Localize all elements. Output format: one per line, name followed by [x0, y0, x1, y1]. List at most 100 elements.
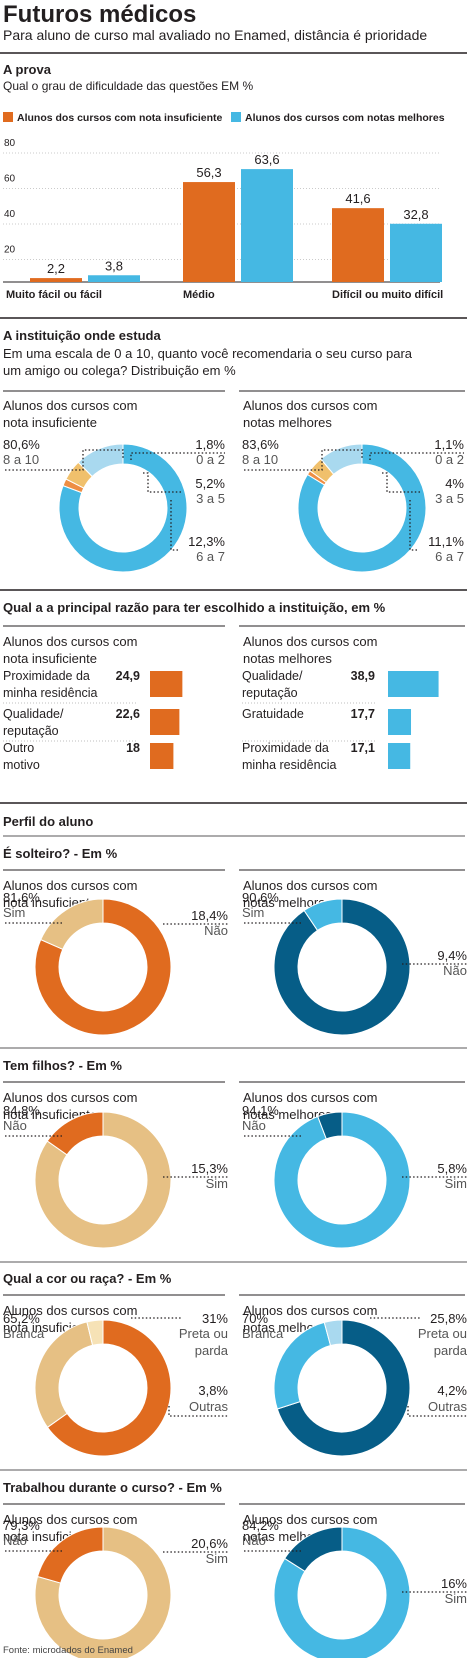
reason-bar — [150, 671, 183, 697]
slice-value: 1,8% — [195, 437, 225, 452]
instituicao-question-line1: Em uma escala de 0 a 10, quanto você rec… — [3, 346, 413, 361]
slice-category: parda — [434, 1343, 467, 1358]
slice-category: Sim — [445, 1176, 467, 1191]
legend-swatch-melhor — [231, 112, 241, 122]
slice-value: 4% — [445, 476, 464, 491]
profile-donut-slice-1 — [34, 1526, 172, 1658]
profile-insuf-group-line1: Alunos dos cursos com — [3, 1090, 137, 1105]
slice-category: 3 a 5 — [435, 491, 464, 506]
leader-line — [168, 1406, 228, 1417]
profile-donut-slice-1 — [273, 1111, 411, 1249]
recommend-donut-slice-1 — [58, 443, 188, 573]
profile-insuf-group-line1: Alunos dos cursos com — [3, 1303, 137, 1318]
race-donut-slice-1 — [46, 1319, 172, 1457]
slice-category: Sim — [3, 905, 25, 920]
slice-value: 84,8% — [3, 1103, 40, 1118]
prova-heading: A prova — [3, 62, 52, 77]
instituicao-insuf-group-line2: nota insuficiente — [3, 415, 97, 430]
slice-value: 65,2% — [3, 1311, 40, 1326]
slice-category: Branca — [3, 1326, 45, 1341]
page-subtitle: Para aluno de curso mal avaliado no Enam… — [3, 27, 427, 43]
race-donut-slice-3 — [86, 1319, 104, 1346]
reason-bar — [388, 709, 412, 735]
slice-value: 4,2% — [437, 1383, 467, 1398]
profile-donut-slice-2 — [40, 898, 104, 950]
bar-insuf — [183, 182, 235, 282]
reason-bar — [150, 709, 180, 735]
bar-value-label: 56,3 — [196, 165, 221, 180]
slice-value: 80,6% — [3, 437, 40, 452]
slice-category: Preta ou — [179, 1326, 228, 1341]
slice-category: 6 a 7 — [435, 549, 464, 564]
razao-heading: Qual a a principal razão para ter escolh… — [3, 600, 386, 615]
legend-label-melhor: Alunos dos cursos com notas melhores — [245, 112, 445, 124]
slice-category: Não — [3, 1533, 27, 1548]
leader-line — [382, 472, 422, 493]
leader-line — [143, 472, 183, 493]
y-tick-label: 60 — [4, 174, 16, 185]
reason-value-label: 17,7 — [351, 707, 375, 721]
bar-melhor — [390, 223, 442, 282]
instituicao-melhor-group-line2: notas melhores — [243, 415, 332, 430]
slice-value: 70% — [242, 1311, 268, 1326]
profile-melhor-group-line1: Alunos dos cursos com — [243, 878, 377, 893]
reason-category-label: Qualidade/ — [3, 707, 64, 721]
reason-category-label: Gratuidade — [242, 707, 304, 721]
slice-value: 81,6% — [3, 890, 40, 905]
bar-value-label: 3,8 — [105, 258, 123, 273]
razao-insuf-group-line2: nota insuficiente — [3, 651, 97, 666]
bar-melhor — [88, 275, 140, 282]
razao-melhor-group-line1: Alunos dos cursos com — [243, 634, 377, 649]
profile-donut-slice-1 — [273, 1526, 411, 1658]
leader-line — [5, 449, 124, 471]
slice-category: 3 a 5 — [196, 491, 225, 506]
razao-melhor-group-line2: notas melhores — [243, 651, 332, 666]
instituicao-insuf-group-line1: Alunos dos cursos com — [3, 398, 137, 413]
bar-value-label: 32,8 — [403, 207, 428, 222]
slice-value: 1,1% — [434, 437, 464, 452]
bar-value-label: 41,6 — [345, 191, 370, 206]
bar-melhor — [241, 169, 293, 282]
slice-value: 12,3% — [188, 534, 225, 549]
x-category-label: Médio — [183, 289, 215, 301]
bar-insuf — [332, 208, 384, 282]
slice-value: 11,1% — [428, 534, 464, 549]
legend-label-insuf: Alunos dos cursos com nota insuficiente — [17, 112, 223, 124]
slice-category: Preta ou — [418, 1326, 467, 1341]
slice-value: 18,4% — [191, 908, 228, 923]
profile-donut-slice-2 — [317, 1111, 343, 1140]
slice-category: Outras — [428, 1399, 467, 1414]
profile-donut-slice-1 — [273, 898, 411, 1036]
profile-question: É solteiro? - Em % — [3, 846, 118, 861]
reason-category-label: minha residência — [3, 686, 98, 700]
profile-donut-slice-2 — [36, 1526, 104, 1584]
reason-category-label: reputação — [3, 724, 59, 738]
profile-question: Tem filhos? - Em % — [3, 1058, 122, 1073]
slice-category: Não — [3, 1118, 27, 1133]
reason-bar — [150, 743, 174, 769]
reason-category-label: Proximidade da — [3, 669, 90, 683]
slice-value: 5,8% — [437, 1161, 467, 1176]
y-tick-label: 40 — [4, 209, 16, 220]
slice-value: 16% — [441, 1576, 467, 1591]
slice-category: Sim — [206, 1176, 228, 1191]
slice-category: 8 a 10 — [3, 452, 39, 467]
y-tick-label: 20 — [4, 245, 16, 256]
race-donut-slice-1 — [276, 1319, 411, 1457]
profile-insuf-group-line1: Alunos dos cursos com — [3, 1512, 137, 1527]
slice-category: Sim — [242, 905, 264, 920]
leader-line — [407, 1406, 467, 1417]
page-title: Futuros médicos — [3, 1, 196, 28]
slice-value: 79,3% — [3, 1518, 40, 1533]
instituicao-question-line2: um amigo ou colega? Distribuição em % — [3, 363, 236, 378]
slice-value: 84,2% — [242, 1518, 279, 1533]
slice-value: 5,2% — [195, 476, 225, 491]
legend-swatch-insuf — [3, 112, 13, 122]
instituicao-melhor-group-line1: Alunos dos cursos com — [243, 398, 377, 413]
profile-question: Trabalhou durante o curso? - Em % — [3, 1480, 222, 1495]
slice-value: 9,4% — [437, 948, 467, 963]
slice-value: 15,3% — [191, 1161, 228, 1176]
prova-question: Qual o grau de dificuldade das questões … — [3, 79, 253, 93]
reason-bar — [388, 671, 439, 697]
x-category-label: Muito fácil ou fácil — [6, 289, 102, 301]
